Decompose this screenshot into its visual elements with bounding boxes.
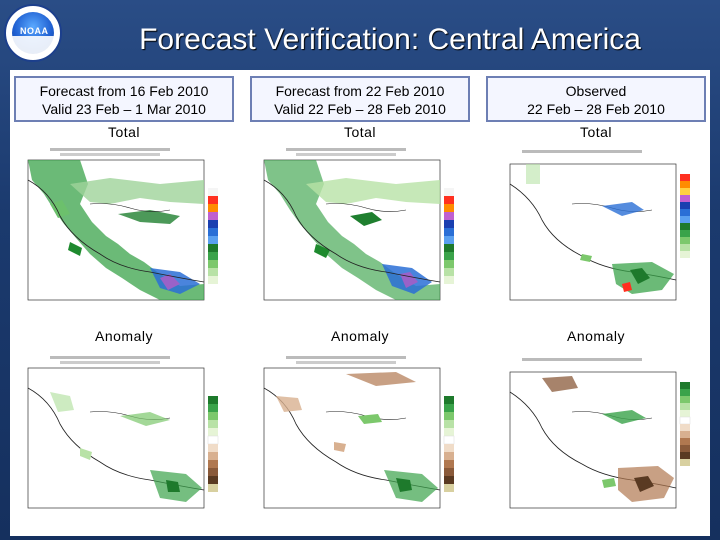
column-header-observed: Observed 22 Feb – 28 Feb 2010: [486, 76, 706, 122]
noaa-logo-wave: [12, 36, 54, 54]
column-header-line1: Forecast from 22 Feb 2010: [275, 83, 445, 99]
total-precip-map-observed: [482, 144, 710, 312]
noaa-logo-text: NOAA: [20, 26, 49, 36]
total-label: Total: [579, 124, 613, 140]
map-image: [246, 144, 474, 312]
noaa-logo: NOAA: [4, 4, 62, 62]
column-header-forecast-22feb: Forecast from 22 Feb 2010 Valid 22 Feb –…: [250, 76, 470, 122]
column-header-line2: Valid 23 Feb – 1 Mar 2010: [42, 101, 206, 117]
map-image: [246, 352, 474, 520]
panel-area: Forecast from 16 Feb 2010 Valid 23 Feb –…: [10, 70, 710, 536]
total-label: Total: [343, 124, 377, 140]
anomaly-label: Anomaly: [331, 328, 389, 344]
anomaly-map-forecast-22feb: [246, 352, 474, 520]
column-header-line2: Valid 22 Feb – 28 Feb 2010: [274, 101, 446, 117]
anomaly-map-forecast-16feb: [10, 352, 238, 520]
column-header-line1: Observed: [565, 83, 627, 99]
anomaly-label: Anomaly: [95, 328, 153, 344]
map-image: [482, 352, 710, 520]
anomaly-label: Anomaly: [567, 328, 625, 344]
total-label: Total: [107, 124, 141, 140]
map-image: [482, 144, 710, 312]
map-image: [10, 352, 238, 520]
total-precip-map-forecast-16feb: [10, 144, 238, 312]
page-title: Forecast Verification: Central America: [139, 23, 641, 56]
anomaly-map-observed: [482, 352, 710, 520]
map-image: [10, 144, 238, 312]
column-header-line2: 22 Feb – 28 Feb 2010: [527, 101, 665, 117]
column-header-forecast-16feb: Forecast from 16 Feb 2010 Valid 23 Feb –…: [14, 76, 234, 122]
total-precip-map-forecast-22feb: [246, 144, 474, 312]
column-header-line1: Forecast from 16 Feb 2010: [39, 83, 209, 99]
